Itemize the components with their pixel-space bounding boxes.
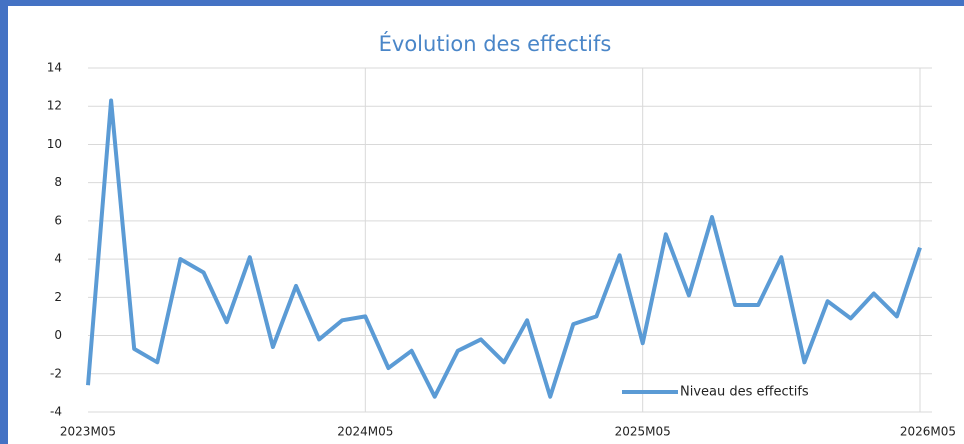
y-tick-label: -4: [50, 405, 62, 419]
y-tick-label: 10: [47, 137, 62, 151]
y-tick-label: 14: [47, 61, 62, 75]
x-tick-label: 2026M05: [900, 425, 956, 439]
chart-title: Évolution des effectifs: [379, 31, 612, 56]
y-tick-label: 2: [54, 290, 62, 304]
x-tick-label: 2023M05: [60, 425, 116, 439]
frame-top: [0, 0, 964, 6]
y-tick-label: 8: [54, 175, 62, 189]
y-tick-label: 12: [47, 99, 62, 113]
x-tick-label: 2024M05: [337, 425, 393, 439]
y-tick-label: 0: [54, 328, 62, 342]
legend-label: Niveau des effectifs: [680, 385, 809, 400]
x-tick-label: 2025M05: [615, 425, 671, 439]
y-tick-label: -2: [50, 366, 62, 380]
frame-left: [0, 0, 8, 444]
data-line: [86, 98, 922, 399]
y-tick-label: 4: [54, 252, 62, 266]
y-tick-label: 6: [54, 213, 62, 227]
